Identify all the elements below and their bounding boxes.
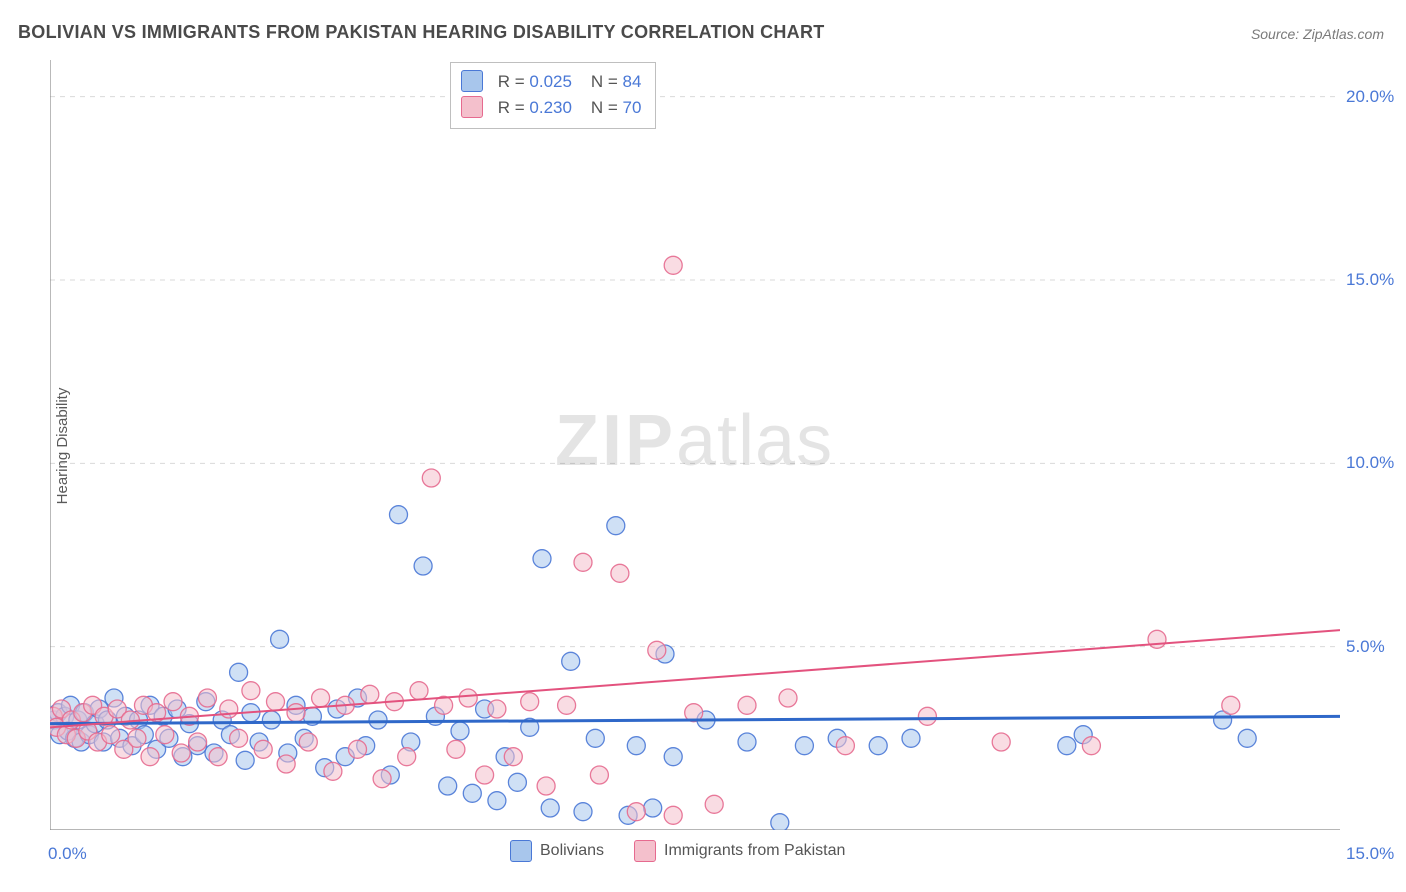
legend-item-pink: Immigrants from Pakistan <box>634 840 845 862</box>
n-label: N = <box>591 72 618 91</box>
source-label: Source: ZipAtlas.com <box>1251 26 1384 42</box>
y-tick-label: 5.0% <box>1346 637 1385 657</box>
swatch-pink <box>634 840 656 862</box>
legend-item-blue: Bolivians <box>510 840 604 862</box>
legend-label-pink: Immigrants from Pakistan <box>664 842 845 860</box>
y-tick-label: 10.0% <box>1346 453 1394 473</box>
y-tick-label: 15.0% <box>1346 270 1394 290</box>
watermark: ZIPatlas <box>555 400 833 482</box>
n-label: N = <box>591 98 618 117</box>
legend-label-blue: Bolivians <box>540 842 604 860</box>
chart-plot-area: ZIPatlas R = 0.025 N = 84 R = 0.230 N = … <box>50 60 1340 830</box>
swatch-blue <box>461 70 483 92</box>
r-value-blue: 0.025 <box>529 72 572 91</box>
stats-row-pink: R = 0.230 N = 70 <box>461 95 641 121</box>
stats-row-blue: R = 0.025 N = 84 <box>461 69 641 95</box>
x-tick-label: 0.0% <box>48 844 87 864</box>
swatch-blue <box>510 840 532 862</box>
x-tick-label: 15.0% <box>1346 844 1394 864</box>
series-legend: Bolivians Immigrants from Pakistan <box>510 840 845 862</box>
n-value-pink: 70 <box>623 98 642 117</box>
swatch-pink <box>461 96 483 118</box>
r-value-pink: 0.230 <box>529 98 572 117</box>
n-value-blue: 84 <box>623 72 642 91</box>
watermark-atlas: atlas <box>676 401 833 481</box>
stats-legend-box: R = 0.025 N = 84 R = 0.230 N = 70 <box>450 62 656 129</box>
r-label: R = <box>498 98 525 117</box>
y-tick-label: 20.0% <box>1346 87 1394 107</box>
r-label: R = <box>498 72 525 91</box>
watermark-zip: ZIP <box>555 401 676 481</box>
chart-title: BOLIVIAN VS IMMIGRANTS FROM PAKISTAN HEA… <box>18 22 825 43</box>
